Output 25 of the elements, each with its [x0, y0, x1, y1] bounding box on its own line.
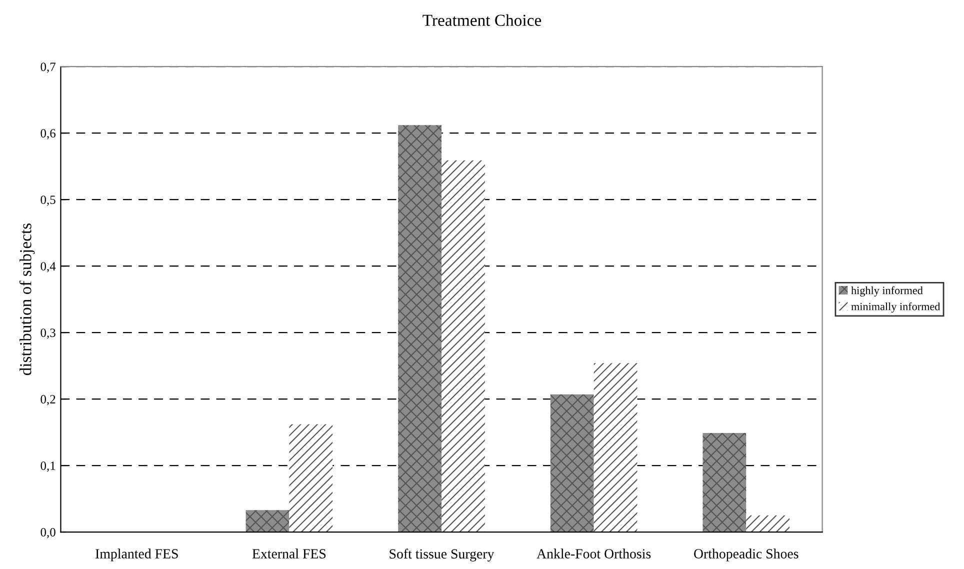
- y-tick-label: 0,6: [40, 129, 56, 140]
- y-tick-label: 0,5: [40, 196, 56, 206]
- chart-title: Treatment Choice: [422, 14, 542, 26]
- bar: [594, 363, 638, 532]
- x-tick-label: Soft tissue Surgery: [390, 548, 494, 562]
- y-tick-label: 0,7: [40, 62, 56, 73]
- bar: [398, 125, 442, 532]
- bar: [550, 394, 594, 532]
- y-tick-label: 0,1: [40, 462, 56, 472]
- x-tick-label: Implanted FES: [96, 548, 178, 562]
- x-tick-label: External FES: [252, 548, 326, 558]
- bar: [289, 424, 333, 532]
- y-tick-label: 0,3: [40, 328, 56, 339]
- legend-label: highly informed: [851, 286, 923, 297]
- x-tick-label: Ankle-Foot Orthosis: [536, 548, 651, 558]
- legend-label: minimally informed: [851, 302, 940, 313]
- y-tick-label: 0,2: [40, 395, 56, 406]
- y-tick-label: 0,4: [40, 262, 56, 272]
- bar: [702, 432, 746, 532]
- x-tick-label: Orthopeadic Shoes: [694, 548, 798, 562]
- y-tick-label: 0,0: [40, 528, 56, 538]
- bar: [246, 510, 290, 532]
- bar: [442, 160, 485, 532]
- y-axis-title: distribution of subjects: [19, 224, 35, 376]
- bar: [746, 515, 790, 532]
